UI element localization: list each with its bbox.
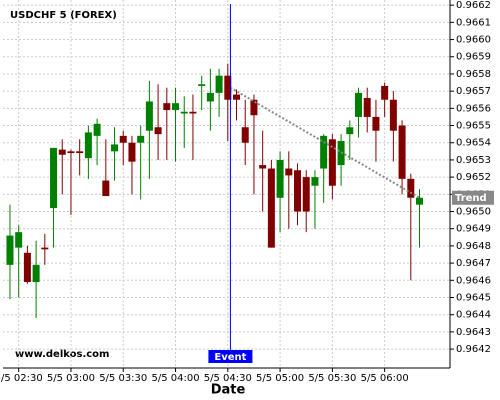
y-tick-label: 0.9660 bbox=[456, 35, 491, 46]
x-tick-label: 5/5 05:30 bbox=[308, 373, 356, 384]
candle-body bbox=[32, 264, 40, 283]
trend-label: Trend bbox=[455, 193, 487, 204]
candle-body bbox=[389, 99, 397, 131]
candle-body bbox=[23, 252, 31, 283]
candle-body bbox=[180, 111, 188, 114]
candle-body bbox=[250, 99, 258, 116]
x-tick-label: 5/5 04:00 bbox=[151, 373, 199, 384]
candle-body bbox=[302, 177, 310, 212]
y-tick-label: 0.9656 bbox=[456, 103, 491, 114]
candle-body bbox=[67, 151, 75, 154]
candle-body bbox=[372, 116, 380, 131]
y-tick-label: 0.9643 bbox=[456, 327, 491, 338]
candle-body bbox=[416, 197, 424, 205]
trend-label-bg bbox=[452, 190, 494, 205]
y-tick-label: 0.9649 bbox=[456, 224, 491, 235]
candle-body bbox=[111, 144, 119, 152]
candle-body bbox=[50, 147, 58, 209]
x-axis-label: Date bbox=[211, 383, 246, 398]
event-label: Event bbox=[214, 352, 246, 363]
candle-body bbox=[241, 127, 249, 143]
candle-body bbox=[84, 132, 92, 159]
y-tick-label: 0.9648 bbox=[456, 241, 491, 252]
x-tick-label: 5/5 02:30 bbox=[0, 373, 43, 384]
candle-body bbox=[381, 85, 389, 100]
chart-title: USDCHF 5 (FOREX) bbox=[10, 10, 117, 21]
y-tick-label: 0.9652 bbox=[456, 172, 491, 183]
x-tick-label: 5/5 06:00 bbox=[361, 373, 409, 384]
y-tick-label: 0.9657 bbox=[456, 86, 491, 97]
candle-body bbox=[189, 111, 197, 114]
y-tick-label: 0.9645 bbox=[456, 292, 491, 303]
candle-body bbox=[137, 135, 145, 143]
candle-body bbox=[198, 84, 206, 86]
candle-body bbox=[102, 180, 110, 197]
candle-body bbox=[6, 235, 14, 265]
candle-body bbox=[320, 135, 328, 169]
y-tick-label: 0.9642 bbox=[456, 344, 491, 355]
candle-body bbox=[163, 103, 171, 111]
candle-body bbox=[172, 103, 180, 111]
y-tick-label: 0.9661 bbox=[456, 17, 491, 28]
candle-body bbox=[119, 135, 127, 143]
candle-body bbox=[267, 168, 275, 248]
trend-line bbox=[229, 86, 421, 199]
candle-body bbox=[41, 247, 49, 250]
candle-body bbox=[145, 101, 153, 131]
y-tick-label: 0.9655 bbox=[456, 121, 491, 132]
y-tick-label: 0.9650 bbox=[456, 207, 491, 218]
candle-body bbox=[128, 142, 136, 162]
candle-body bbox=[215, 75, 223, 93]
x-tick-label: 5/5 05:00 bbox=[256, 373, 304, 384]
candle-body bbox=[233, 94, 241, 100]
candle-body bbox=[93, 123, 101, 136]
candle-body bbox=[407, 178, 415, 198]
x-tick-label: 5/5 03:30 bbox=[99, 373, 147, 384]
y-tick-label: 0.9659 bbox=[456, 52, 491, 63]
candle-body bbox=[259, 165, 267, 169]
candle-body bbox=[363, 98, 371, 117]
candle-body bbox=[328, 139, 336, 186]
candle-body bbox=[224, 75, 232, 100]
event-label-bg bbox=[208, 350, 253, 363]
y-tick-label: 0.9658 bbox=[456, 69, 491, 80]
x-tick-label: 5/5 04:30 bbox=[204, 373, 252, 384]
candle-body bbox=[58, 149, 66, 155]
candle-body bbox=[15, 232, 23, 248]
candle-body bbox=[355, 92, 363, 117]
y-tick-label: 0.9644 bbox=[456, 310, 491, 321]
candle-body bbox=[398, 125, 406, 179]
candle-body bbox=[276, 159, 284, 198]
candle-body bbox=[76, 151, 84, 154]
candle-body bbox=[285, 168, 293, 176]
candle-body bbox=[206, 92, 214, 102]
y-tick-label: 0.9662 bbox=[456, 0, 491, 11]
candle-body bbox=[154, 127, 162, 135]
y-tick-label: 0.9647 bbox=[456, 258, 491, 269]
candle-body bbox=[311, 177, 319, 186]
candle-body bbox=[294, 170, 302, 212]
watermark: www.delkos.com bbox=[15, 349, 109, 360]
x-tick-label: 5/5 03:00 bbox=[47, 373, 95, 384]
candle-body bbox=[346, 127, 354, 135]
y-tick-label: 0.9646 bbox=[456, 275, 491, 286]
y-tick-label: 0.9653 bbox=[456, 155, 491, 166]
y-tick-label: 0.9654 bbox=[456, 138, 491, 149]
